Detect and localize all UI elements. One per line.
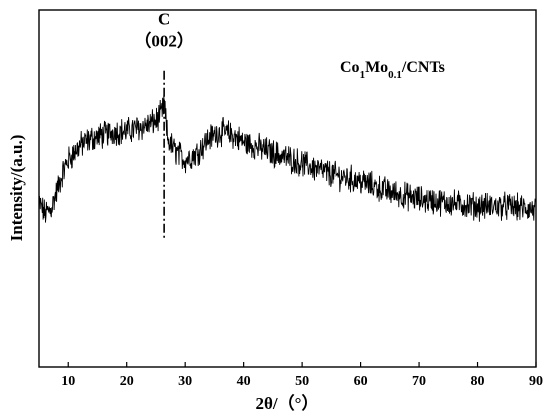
- plot-area: 10 20 30 40 50 60 70 80 90 C （002） Co1Mo0.1/CNTs: [38, 9, 543, 389]
- x-tick-labels: 10 20 30 40 50 60 70 80 90: [61, 374, 543, 389]
- plot-frame: [38, 9, 537, 368]
- y-axis-title: Intensity/(a.u.): [7, 135, 26, 242]
- x-tick-label: 70: [412, 374, 426, 389]
- x-tick-label: 20: [120, 374, 134, 389]
- x-tick-label: 10: [61, 374, 75, 389]
- legend-subscript: 0.1: [388, 69, 402, 81]
- x-axis-title: 2θ/（°）: [256, 393, 319, 413]
- legend-sample-name: Co1Mo0.1/CNTs: [340, 59, 445, 81]
- series-line: [38, 95, 537, 223]
- x-tick-label: 40: [237, 374, 251, 389]
- x-tick-label: 30: [178, 374, 192, 389]
- x-tick-label: 50: [295, 374, 309, 389]
- legend-subscript: 1: [360, 69, 366, 81]
- x-tick-label: 80: [471, 374, 485, 389]
- legend-text-part: Mo: [365, 59, 388, 76]
- peak-index-label: （002）: [134, 31, 194, 51]
- peak-label: C: [158, 10, 170, 29]
- x-ticks: [67, 362, 537, 367]
- x-tick-label: 60: [354, 374, 368, 389]
- x-tick-label: 90: [529, 374, 543, 389]
- legend-text-part: /CNTs: [401, 59, 445, 76]
- legend-text-part: Co: [340, 59, 360, 76]
